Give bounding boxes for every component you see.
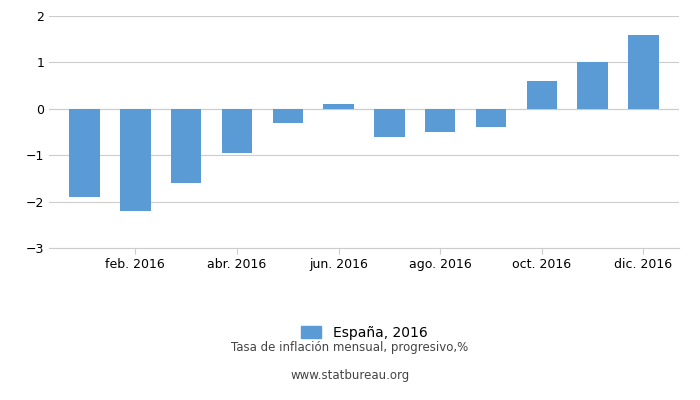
Bar [578,62,608,109]
Bar [323,104,354,109]
Bar [120,109,150,211]
Text: www.statbureau.org: www.statbureau.org [290,370,410,382]
Bar [272,109,303,123]
Bar [374,109,405,137]
Bar [628,34,659,109]
Bar [476,109,506,127]
Bar [526,81,557,109]
Bar [425,109,456,132]
Text: Tasa de inflación mensual, progresivo,%: Tasa de inflación mensual, progresivo,% [232,342,468,354]
Bar [171,109,202,183]
Bar [222,109,252,153]
Bar [69,109,100,197]
Legend: España, 2016: España, 2016 [295,320,433,346]
